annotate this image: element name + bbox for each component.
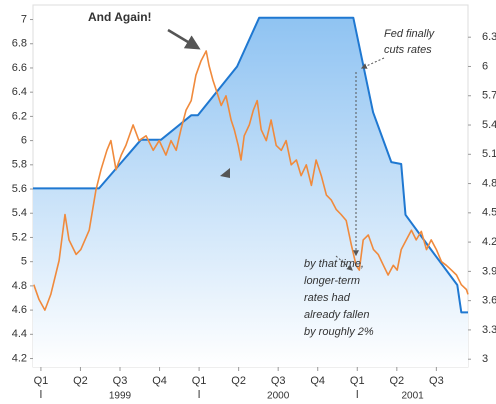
annotation-arrow (360, 57, 385, 69)
y2-tick-label: 6 (482, 60, 488, 72)
annotation: Fed finally (384, 28, 436, 40)
y2-tick-label: 4.2 (482, 236, 496, 248)
x-tick-label: Q1 (192, 375, 207, 387)
y-tick-label: 7 (21, 13, 27, 25)
y2-tick-label: 3.3 (482, 324, 496, 336)
y2-tick-label: 6.3 (482, 31, 496, 43)
marker-triangle (220, 168, 230, 178)
x-tick-label: Q3 (429, 375, 444, 387)
line (33, 16, 468, 314)
group-label: 2001 (402, 391, 425, 402)
x-tick-label: Q2 (73, 375, 88, 387)
y2-tick-label: 3.9 (482, 265, 496, 277)
y-tick-label: 4.2 (12, 352, 27, 364)
y-tick-label: 5 (21, 256, 27, 268)
y-tick-label: 5.4 (12, 207, 27, 219)
y2-tick-label: 5.1 (482, 148, 496, 160)
annotation-arrow (335, 255, 353, 271)
x-tick-label: Q1 (350, 375, 365, 387)
annotation: by roughly 2% (304, 326, 374, 338)
y-tick-label: 4.6 (12, 304, 27, 316)
x-tick-label: Q2 (389, 375, 404, 387)
annotation: by that time, (304, 258, 364, 270)
group-label: 2000 (267, 391, 290, 402)
y-tick-label: 4.4 (12, 328, 27, 340)
annotation: rates had (304, 292, 351, 304)
y-tick-label: 6 (21, 135, 27, 147)
y-tick-label: 5.2 (12, 231, 27, 243)
marks (33, 16, 469, 367)
y-tick-label: 6.6 (12, 62, 27, 74)
y-tick-label: 4.8 (12, 280, 27, 292)
y-tick-label: 6.4 (12, 86, 27, 98)
x-tick-label: Q3 (271, 375, 286, 387)
annotation-arrow (167, 28, 201, 50)
y-tick-label: 5.6 (12, 183, 27, 195)
line (33, 50, 469, 311)
y2-tick-label: 5.4 (482, 119, 496, 131)
group-label: 1999 (109, 391, 132, 402)
x-tick-label: Q3 (113, 375, 128, 387)
annotation: And Again! (88, 10, 152, 24)
y-tick-label: 6.8 (12, 38, 27, 50)
x-tick-label: Q4 (152, 375, 167, 387)
area (33, 17, 468, 367)
y-tick-label: 6.2 (12, 110, 27, 122)
x-tick-label: Q4 (310, 375, 325, 387)
y2-tick-label: 3 (482, 353, 488, 365)
x-tick-label: Q1 (34, 375, 49, 387)
y2-tick-label: 5.7 (482, 90, 496, 102)
y2-tick-label: 4.8 (482, 177, 496, 189)
y2-tick-label: 4.5 (482, 207, 496, 219)
x-tick-label: Q2 (231, 375, 246, 387)
annotation: already fallen (304, 309, 369, 321)
y2-tick-label: 3.6 (482, 295, 496, 307)
annotation: longer-term (304, 275, 360, 287)
y-tick-label: 5.8 (12, 159, 27, 171)
annotation: cuts rates (384, 44, 432, 56)
